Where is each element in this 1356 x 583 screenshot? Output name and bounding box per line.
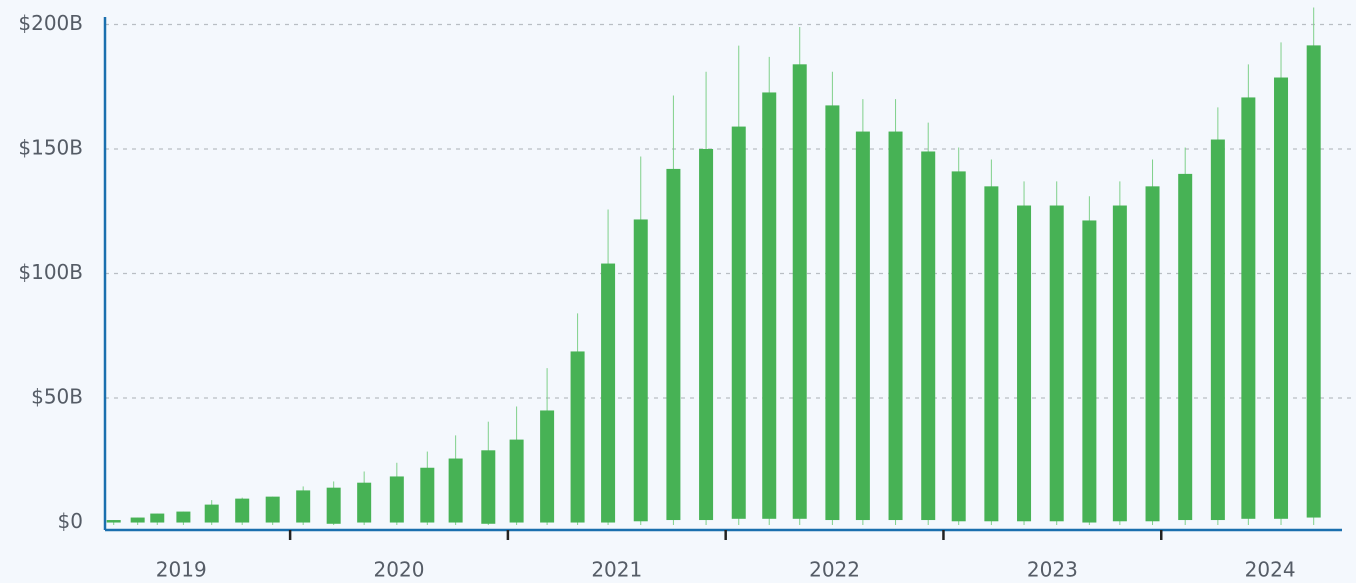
candle-body <box>540 410 555 523</box>
x-tick-label: 2023 <box>1027 558 1078 582</box>
candle-body <box>150 513 165 523</box>
candle-body <box>1145 186 1160 522</box>
candle-body <box>389 476 404 523</box>
candle-body <box>984 186 999 522</box>
candle-body <box>633 219 648 522</box>
candle-body <box>1241 97 1256 519</box>
candle-body <box>1178 173 1193 521</box>
candle-body <box>176 511 191 523</box>
x-tick-label: 2024 <box>1245 558 1296 582</box>
candle-body <box>762 92 777 519</box>
candle-body <box>888 131 903 521</box>
candle-body <box>296 490 311 523</box>
y-tick-label: $0 <box>58 509 83 533</box>
candle-body <box>1274 77 1289 519</box>
x-tick-label: 2022 <box>809 558 860 582</box>
candle-body <box>921 151 936 521</box>
candle-body <box>699 148 714 521</box>
candle-body <box>509 439 524 523</box>
candle-body <box>570 351 585 523</box>
x-tick-label: 2019 <box>156 558 207 582</box>
candle-body <box>825 105 840 521</box>
candle-body <box>1306 45 1321 518</box>
candle-body <box>235 498 250 523</box>
candle-body <box>265 496 280 523</box>
candle-body <box>601 263 616 523</box>
candle-body <box>666 168 681 521</box>
candle-body <box>1017 205 1032 522</box>
candle-body <box>1049 205 1064 522</box>
candle-body <box>792 64 807 519</box>
x-tick-label: 2021 <box>591 558 642 582</box>
y-tick-label: $50B <box>31 385 83 409</box>
candle-body <box>731 126 746 519</box>
y-tick-label: $200B <box>18 11 83 35</box>
candle-body <box>204 504 219 523</box>
candle-body <box>357 482 372 523</box>
candle-body <box>1210 139 1225 521</box>
candle-body <box>130 517 145 523</box>
candle-body <box>448 458 463 523</box>
candle-body <box>420 467 435 523</box>
candle-body <box>1112 205 1127 522</box>
candle-body <box>106 520 121 523</box>
candle-body <box>951 171 966 522</box>
candle-body <box>1082 220 1097 523</box>
y-tick-label: $150B <box>18 135 83 159</box>
candle-body <box>855 131 870 521</box>
x-tick-label: 2020 <box>374 558 425 582</box>
candle-body <box>481 450 496 524</box>
candle-body <box>326 487 341 524</box>
y-tick-label: $100B <box>18 260 83 284</box>
